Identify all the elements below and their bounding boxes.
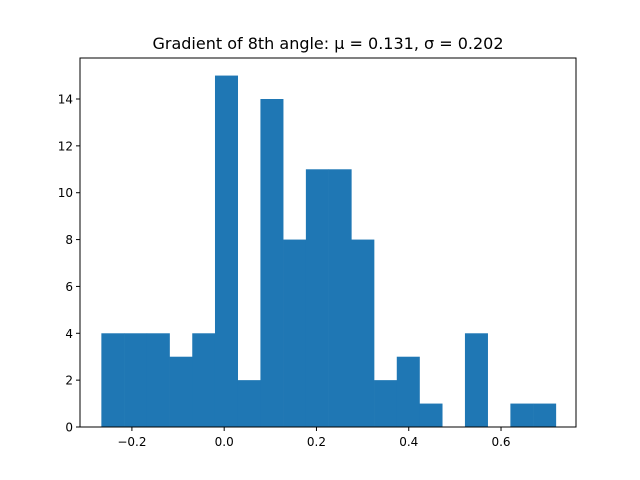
histogram-bar <box>328 169 352 428</box>
x-axis: −0.2 0.0 0.2 0.4 0.6 <box>117 427 511 449</box>
y-tick-label: 4 <box>65 327 73 341</box>
y-tick-label: 10 <box>58 186 73 200</box>
x-tick-label: 0.0 <box>215 435 234 449</box>
x-tick-label: −0.2 <box>117 435 146 449</box>
x-tick-label: 0.4 <box>399 435 418 449</box>
y-tick-label: 12 <box>58 139 73 153</box>
histogram-bar <box>396 356 420 427</box>
histogram-bar <box>374 380 398 427</box>
histogram-bar <box>510 403 534 427</box>
chart-title: Gradient of 8th angle: μ = 0.131, σ = 0.… <box>152 34 503 53</box>
y-tick-label: 14 <box>58 93 73 107</box>
histogram-bar <box>533 403 557 427</box>
histogram-bar <box>283 239 307 427</box>
y-tick-label: 2 <box>65 374 73 388</box>
y-axis: 0 2 4 6 8 10 12 14 <box>58 93 80 435</box>
x-tick-label: 0.6 <box>491 435 510 449</box>
histogram-bar <box>124 333 148 427</box>
histogram-bar <box>101 333 125 427</box>
histogram-bar <box>192 333 216 427</box>
histogram-bar <box>260 99 284 427</box>
x-tick-label: 0.2 <box>307 435 326 449</box>
histogram-bar <box>419 403 443 427</box>
y-tick-label: 0 <box>65 421 73 435</box>
histogram-bar <box>146 333 170 427</box>
y-tick-label: 6 <box>65 280 73 294</box>
histogram-bar <box>464 333 488 427</box>
histogram-bar <box>214 75 239 428</box>
histogram-bar <box>169 356 193 427</box>
y-tick-label: 8 <box>65 233 73 247</box>
histogram-bar <box>305 169 329 428</box>
histogram-bar <box>237 380 261 427</box>
histogram-bar <box>351 239 375 427</box>
plot-frame <box>79 57 577 428</box>
histogram-bars <box>101 75 557 428</box>
